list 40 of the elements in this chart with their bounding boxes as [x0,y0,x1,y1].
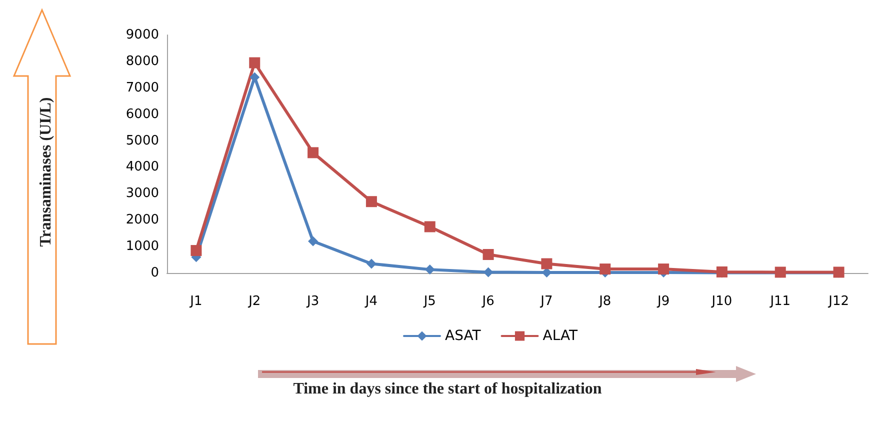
legend-label: ASAT [445,328,482,344]
x-tick-label: J4 [364,294,378,309]
point [308,236,318,246]
point [600,264,611,275]
x-tick-label: J12 [828,294,849,309]
x-tick-label: J1 [189,294,202,309]
point [308,147,319,158]
y-tick-label: 6000 [126,106,159,122]
point [250,72,260,82]
x-tick-label: J10 [710,294,732,309]
x-tick-label: J3 [306,294,320,309]
point [366,196,377,208]
x-tick-label: J9 [656,294,670,309]
x-tick-label: J5 [422,294,436,309]
point [483,267,494,278]
x-tick-label: J8 [598,294,612,309]
y-axis-title: Transaminases (UI/L) [38,97,54,247]
y-tick-label: 1000 [126,239,159,254]
x-axis-title: Time in days since the start of hospitalization [293,380,602,398]
point [482,248,494,260]
x-tick-label: J11 [769,294,791,309]
legend-label: ALAT [542,328,578,344]
y-tick-label: 5000 [126,133,159,148]
y-tick-label: 2000 [126,212,159,228]
point [366,258,376,269]
point [658,264,670,275]
x-tick-label: J6 [481,294,494,309]
y-tick-label: 9000 [126,28,159,42]
y-tick-label: 7000 [126,80,159,96]
point [424,264,435,275]
point [190,245,202,256]
y-tick-label: 0 [150,266,159,280]
y-tick-label: 3000 [126,186,159,202]
x-tick-label: J7 [540,294,553,309]
point [249,57,260,68]
y-tick-label: 8000 [126,54,159,69]
point [424,221,436,232]
y-tick-label: 4000 [126,160,159,175]
point [541,258,552,270]
x-tick-label: J2 [248,294,261,309]
